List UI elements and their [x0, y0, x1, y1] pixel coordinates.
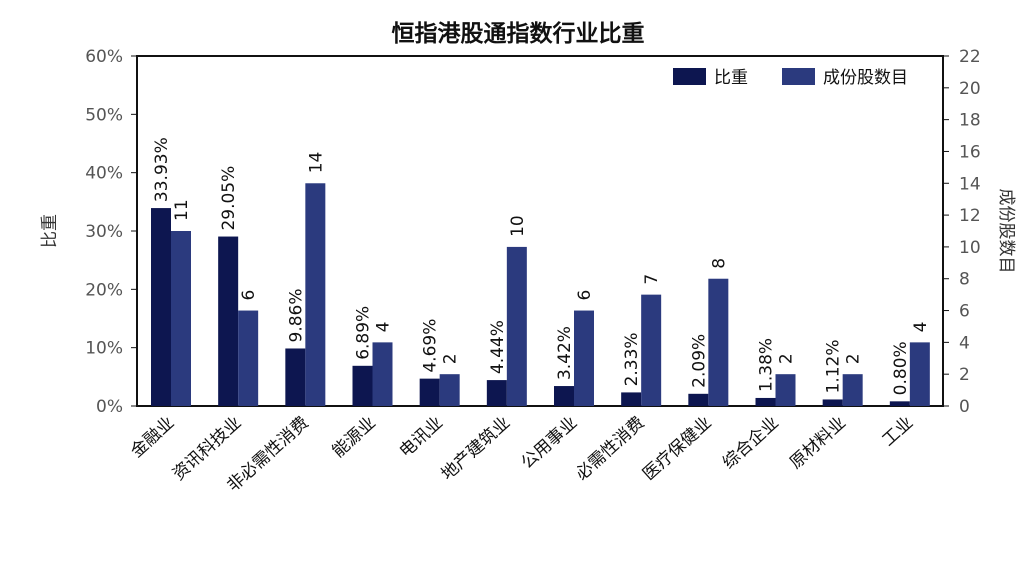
data-label-constituents: 10: [508, 215, 528, 237]
data-labels-group: 33.93%11 29.05%6 9.86%146.89% 4 4.69% 2 4.44%1…: [152, 137, 931, 395]
bar-weight: [285, 348, 306, 406]
data-label-constituents: 14: [306, 152, 326, 174]
data-label-constituents: 8: [709, 258, 729, 269]
bar-constituents: [305, 183, 326, 406]
right-tick-label: 20: [959, 79, 981, 99]
data-label-constituents: 2: [777, 353, 797, 364]
bar-weight: [151, 208, 171, 406]
data-label-weight: 33.93%: [152, 137, 172, 202]
data-label-weight: 4.69%: [421, 319, 441, 373]
data-label-constituents: 7: [642, 274, 662, 285]
bar-constituents: [372, 342, 393, 406]
left-tick-label: 40%: [85, 164, 123, 184]
left-tick-label: 10%: [85, 339, 123, 359]
data-label-weight: 3.42%: [555, 326, 575, 380]
category-label: 电讯业: [396, 413, 447, 462]
data-label-constituents: 11: [172, 199, 192, 221]
chart-title: 恒指港股通指数行业比重: [391, 21, 645, 47]
bar-constituents: [238, 310, 259, 406]
legend: 比重 成份股数目: [673, 68, 908, 88]
bar-weight: [755, 397, 776, 406]
legend-label-weight: 比重: [714, 68, 748, 88]
data-label-weight: 1.38%: [757, 338, 777, 392]
category-label: 公用事业: [517, 413, 581, 473]
data-label-constituents: 6: [575, 290, 595, 301]
right-tick-label: 4: [959, 333, 970, 353]
bar-constituents: [775, 374, 796, 406]
bar-weight: [486, 380, 507, 406]
bar-constituents: [842, 374, 863, 406]
bar-constituents: [171, 231, 191, 406]
bar-weight: [352, 365, 373, 406]
data-label-weight: 2.33%: [622, 332, 642, 386]
data-label-weight: 29.05%: [219, 166, 239, 231]
bar-constituents: [574, 310, 594, 406]
left-tick-label: 50%: [85, 105, 123, 125]
y-axis-label: 比重: [40, 214, 60, 248]
bar-constituents: [909, 342, 930, 406]
bar-constituents: [506, 246, 527, 406]
bars-group: [151, 183, 930, 406]
right-tick-label: 12: [959, 206, 981, 226]
data-label-weight: 0.80%: [891, 341, 911, 395]
data-label-weight: 9.86%: [286, 288, 306, 342]
category-label: 能源业: [329, 413, 380, 462]
legend-swatch-constituents: [782, 68, 815, 85]
data-label-constituents: 4: [911, 322, 931, 333]
category-label: 综合企业: [719, 413, 783, 473]
bar-constituents: [641, 294, 662, 406]
legend-label-constituents: 成份股数目: [823, 68, 908, 88]
left-tick-label: 20%: [85, 280, 123, 300]
bar-weight: [889, 401, 910, 406]
category-label: 工业: [879, 413, 918, 451]
right-tick-label: 14: [959, 174, 981, 194]
bar-weight: [822, 399, 843, 406]
category-label: 地产建筑业: [438, 413, 515, 485]
left-axis-ticks: 0% 10% 20% 30% 40% 50% 60%: [85, 47, 137, 417]
bar-weight: [419, 378, 440, 406]
left-tick-label: 0%: [96, 397, 123, 417]
legend-swatch-weight: [673, 68, 706, 85]
right-tick-label: 10: [959, 238, 981, 258]
left-tick-label: 60%: [85, 47, 123, 67]
bar-weight: [688, 393, 709, 406]
category-label: 医疗保健业: [639, 413, 716, 485]
bar-constituents: [439, 374, 460, 406]
right-tick-label: 8: [959, 270, 970, 290]
right-tick-label: 16: [959, 142, 981, 162]
data-label-weight: 2.09%: [689, 334, 709, 388]
bar-weight: [621, 392, 642, 406]
right-axis-ticks: 0 2 4 6 8 10 12 14 16 18 20 22: [943, 47, 981, 417]
right-tick-label: 6: [959, 302, 970, 322]
right-tick-label: 18: [959, 111, 981, 131]
right-tick-label: 0: [959, 397, 970, 417]
data-label-weight: 4.44%: [488, 320, 508, 374]
category-label: 必需性消费: [572, 413, 649, 485]
data-label-constituents: 4: [374, 322, 394, 333]
data-label-constituents: 2: [844, 353, 864, 364]
data-label-weight: 1.12%: [824, 339, 844, 393]
right-tick-label: 2: [959, 365, 970, 385]
bar-weight: [554, 386, 574, 406]
data-label-constituents: 2: [441, 353, 461, 364]
category-label: 原材料业: [786, 413, 850, 473]
data-label-constituents: 6: [239, 290, 259, 301]
y2-axis-label: 成份股数目: [996, 189, 1016, 274]
bar-constituents: [708, 278, 729, 406]
category-label: 金融业: [127, 413, 178, 462]
right-tick-label: 22: [959, 47, 981, 67]
data-label-weight: 6.89%: [354, 306, 374, 360]
category-labels-group: 金融业资讯科技业非必需性消费 能源业 电讯业地产建筑业 公用事业必需性消费医疗保健业综…: [127, 413, 917, 496]
bar-weight: [218, 236, 239, 406]
left-tick-label: 30%: [85, 222, 123, 242]
